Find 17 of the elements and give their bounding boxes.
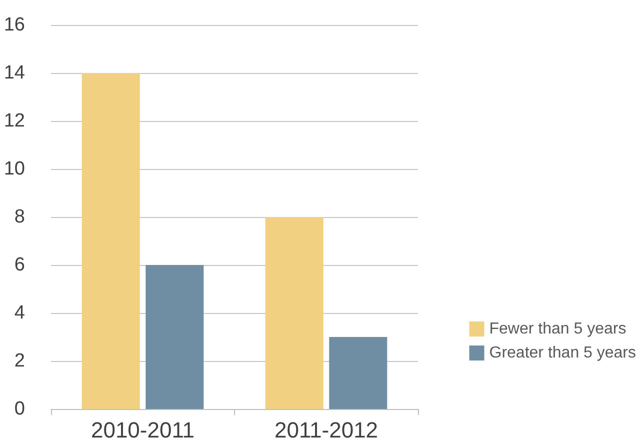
x-tick-label: 2011-2012 — [274, 418, 378, 442]
y-tick-label: 6 — [14, 254, 25, 276]
y-tick-label: 2 — [14, 350, 25, 372]
bar — [146, 265, 204, 409]
bar — [82, 73, 140, 409]
bar — [265, 217, 324, 409]
y-tick-label: 10 — [4, 158, 25, 180]
legend-label: Greater than 5 years — [489, 344, 636, 362]
y-tick-label: 16 — [4, 14, 25, 36]
y-tick-label: 0 — [14, 398, 25, 420]
y-tick-label: 14 — [4, 62, 26, 84]
y-tick-label: 8 — [14, 206, 25, 228]
bar — [329, 337, 388, 409]
y-tick-label: 12 — [4, 110, 25, 132]
legend-label: Fewer than 5 years — [489, 320, 626, 338]
x-tick-label: 2010-2011 — [90, 418, 195, 442]
y-tick-label: 4 — [14, 302, 26, 324]
